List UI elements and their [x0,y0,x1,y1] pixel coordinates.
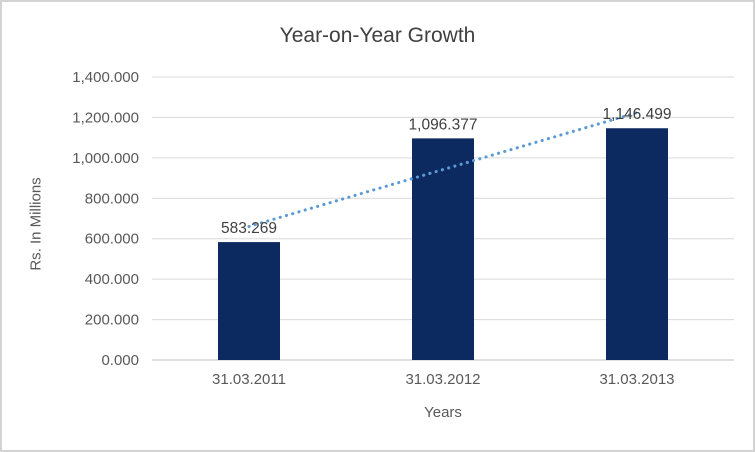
y-tick-label: 0.000 [101,352,139,369]
bar[interactable] [218,242,280,360]
x-category-label: 31.03.2013 [599,371,674,388]
bar[interactable] [412,138,474,360]
y-tick-label: 200.000 [85,312,139,329]
y-tick-label: 400.000 [85,271,139,288]
bar-data-label: 583.269 [221,220,277,237]
y-tick-label: 600.000 [85,231,139,248]
x-category-label: 31.03.2012 [405,371,480,388]
bar-data-label: 1,146.499 [603,106,672,123]
bar[interactable] [606,128,668,360]
y-axis-title: Rs. In Millions [27,177,45,271]
trendline[interactable] [247,111,639,229]
y-tick-label: 1,200.000 [72,109,139,126]
y-tick-label: 800.000 [85,190,139,207]
chart-title: Year-on-Year Growth [279,24,476,47]
x-category-label: 31.03.2011 [212,371,286,388]
y-tick-label: 1,000.000 [72,150,139,167]
y-tick-label: 1,400.000 [72,69,139,86]
x-axis-title: Years [424,404,462,421]
bar-data-label: 1,096.377 [409,116,478,133]
